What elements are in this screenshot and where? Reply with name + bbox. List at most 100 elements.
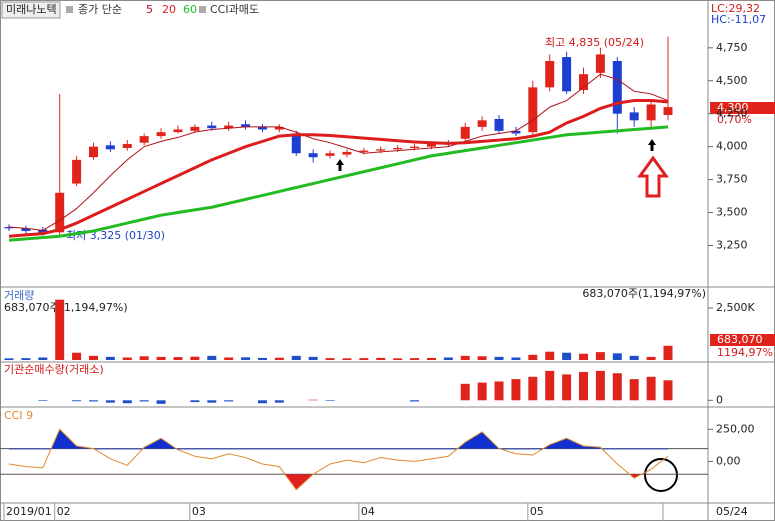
moving-average: [8, 73, 669, 231]
candle-body: [4, 227, 14, 229]
bar: [511, 357, 521, 360]
bar: [612, 373, 622, 401]
bar: [359, 358, 369, 360]
x-tick-label: 2019/01: [6, 505, 52, 518]
bar: [274, 400, 284, 403]
bar: [38, 357, 48, 360]
bar: [393, 358, 403, 360]
bar: [528, 376, 538, 401]
candle-body: [646, 104, 656, 121]
bar: [494, 356, 504, 360]
bar: [156, 400, 166, 404]
y-tick-label: 250,00: [716, 422, 755, 435]
bar: [88, 400, 98, 402]
legend-entry: 5: [146, 3, 153, 16]
bar: [477, 356, 487, 360]
bar: [579, 372, 589, 401]
volume-text: 683,070주(1,194,97%): [4, 301, 128, 314]
bar: [663, 345, 673, 360]
bar: [274, 357, 284, 360]
y-tick-label: 3,250: [716, 238, 748, 251]
bar: [207, 400, 217, 403]
bar: [494, 381, 504, 401]
last-price: 4,300: [717, 101, 749, 114]
bar: [308, 399, 318, 401]
bar: [376, 357, 386, 360]
bar: [545, 370, 555, 401]
volume-ratio: 1194,97%: [717, 346, 773, 359]
bar: [545, 351, 555, 360]
bar: [511, 379, 521, 401]
last-volume-box: [710, 334, 775, 346]
bar: [55, 299, 65, 360]
candle-body: [72, 159, 82, 184]
high-annotation: 최고 4,835 (05/24): [545, 36, 644, 49]
bar: [646, 376, 656, 401]
legend-entry: 20: [162, 3, 176, 16]
legend-entry: 60: [183, 3, 197, 16]
bar: [190, 356, 200, 360]
candle-body: [55, 192, 65, 233]
bar: [325, 358, 335, 360]
y-tick-label: 0,00: [716, 454, 741, 467]
y-tick-label: 4,000: [716, 140, 748, 153]
bar: [426, 357, 436, 360]
cci-fill: [9, 429, 668, 450]
candle-body: [359, 150, 369, 152]
bar: [460, 383, 470, 401]
candle-body: [122, 144, 132, 148]
x-tick-label: 05/24: [716, 505, 748, 518]
bar: [105, 400, 115, 403]
bar: [207, 355, 217, 360]
lc-label: LC:29,32: [711, 2, 760, 15]
candle-body: [376, 149, 386, 151]
bar: [241, 357, 251, 360]
title-box[interactable]: [1, 1, 61, 19]
x-tick-label: 02: [57, 505, 71, 518]
x-tick-label: 05: [530, 505, 544, 518]
candle-body: [139, 136, 149, 143]
last-volume: 683,070: [717, 333, 763, 346]
candle-body: [274, 126, 284, 130]
candle-body: [612, 61, 622, 114]
y-tick-label: 0: [716, 393, 723, 406]
volume-text: 683,070주(1,194,97%): [582, 287, 706, 300]
panel-title: CCI 9: [4, 409, 33, 422]
bar: [663, 380, 673, 401]
bar: [562, 374, 572, 401]
candle-body: [477, 120, 487, 127]
indicator-label: CCI과매도: [210, 3, 259, 16]
bar: [342, 358, 352, 360]
candle-body: [663, 107, 673, 116]
cci-line: [8, 428, 669, 491]
bar: [410, 400, 420, 402]
bar: [139, 356, 149, 360]
candle-body: [88, 146, 98, 158]
bar: [595, 370, 605, 401]
candle-body: [528, 87, 538, 133]
candle-body: [21, 228, 31, 231]
bar: [562, 352, 572, 360]
arrow: [648, 139, 656, 151]
change: 0,70%: [717, 113, 752, 126]
bar: [308, 356, 318, 360]
cci-fill: [285, 474, 642, 490]
bar: [224, 400, 234, 402]
bar: [291, 355, 301, 360]
y-tick-label: 4,250: [716, 107, 748, 120]
candle-body: [579, 74, 589, 90]
arrow: [336, 159, 344, 171]
bar: [156, 356, 166, 360]
bar: [629, 379, 639, 401]
bar: [257, 400, 267, 404]
candle-body: [460, 126, 470, 139]
bar: [579, 353, 589, 360]
candle-body: [156, 132, 166, 137]
candle-body: [342, 151, 352, 155]
bar: [595, 352, 605, 360]
candle-body: [410, 146, 420, 148]
candle-body: [241, 124, 251, 127]
candle-body: [291, 133, 301, 154]
